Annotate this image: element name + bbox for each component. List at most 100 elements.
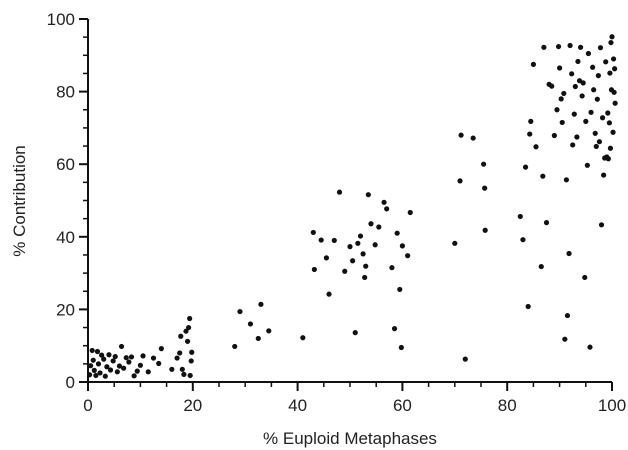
data-point bbox=[462, 356, 468, 362]
data-point bbox=[525, 303, 531, 310]
data-point bbox=[266, 328, 272, 334]
data-point bbox=[126, 359, 132, 365]
data-point bbox=[140, 353, 146, 359]
data-point bbox=[174, 355, 180, 361]
data-point bbox=[347, 244, 353, 250]
data-point bbox=[601, 172, 607, 178]
y-tick-label: 80 bbox=[56, 83, 75, 102]
data-point bbox=[596, 139, 603, 145]
data-point bbox=[574, 134, 580, 140]
data-point bbox=[588, 109, 594, 115]
data-point bbox=[365, 192, 371, 198]
data-point bbox=[363, 263, 369, 269]
data-point bbox=[88, 363, 94, 369]
data-point bbox=[331, 237, 337, 244]
data-point bbox=[158, 346, 164, 352]
data-point bbox=[482, 227, 488, 233]
x-tick-labels: 0 20 40 60 80 100 bbox=[83, 396, 626, 415]
y-tick-label: 20 bbox=[56, 300, 75, 319]
data-point bbox=[189, 349, 195, 355]
data-point bbox=[187, 372, 193, 379]
data-point bbox=[186, 324, 192, 331]
data-point bbox=[605, 156, 611, 162]
x-tick-label: 0 bbox=[83, 396, 92, 415]
data-point bbox=[362, 274, 368, 281]
data-point bbox=[591, 87, 597, 93]
data-point bbox=[538, 263, 544, 270]
data-point bbox=[580, 80, 586, 86]
data-point bbox=[551, 132, 557, 139]
data-point bbox=[381, 199, 387, 205]
data-point bbox=[603, 59, 609, 65]
data-point bbox=[571, 111, 577, 117]
data-point bbox=[184, 338, 191, 344]
x-tick-label: 20 bbox=[183, 396, 202, 415]
data-point bbox=[145, 369, 151, 375]
y-tick-labels: 0 20 40 60 80 100 bbox=[47, 10, 75, 392]
data-point bbox=[258, 301, 264, 307]
data-point bbox=[528, 118, 534, 124]
data-point bbox=[566, 250, 572, 257]
data-point bbox=[585, 50, 592, 57]
data-point bbox=[593, 143, 599, 150]
data-point bbox=[562, 336, 568, 342]
data-point bbox=[372, 242, 378, 248]
data-point bbox=[612, 100, 618, 106]
data-point bbox=[112, 353, 118, 360]
x-tick-label: 80 bbox=[498, 396, 517, 415]
data-point bbox=[541, 44, 547, 50]
data-point bbox=[352, 330, 358, 336]
data-point bbox=[561, 90, 567, 97]
data-point bbox=[609, 34, 615, 40]
data-point bbox=[482, 185, 488, 191]
data-point bbox=[97, 370, 103, 376]
data-point bbox=[567, 42, 573, 49]
data-point bbox=[91, 367, 97, 373]
data-point bbox=[137, 362, 143, 368]
data-point bbox=[90, 357, 96, 363]
data-point bbox=[150, 355, 157, 361]
data-point bbox=[597, 45, 604, 51]
data-point bbox=[583, 118, 589, 124]
x-tick-label: 60 bbox=[393, 396, 412, 415]
y-tick-label: 0 bbox=[66, 373, 75, 392]
data-point bbox=[183, 328, 189, 334]
data-point bbox=[458, 132, 464, 138]
data-point bbox=[517, 213, 523, 220]
data-point bbox=[457, 178, 463, 184]
data-point bbox=[397, 286, 403, 293]
data-point bbox=[368, 221, 374, 227]
data-point bbox=[575, 58, 581, 65]
data-point bbox=[121, 365, 127, 371]
data-point bbox=[350, 258, 356, 264]
data-point bbox=[572, 83, 578, 90]
data-point bbox=[559, 119, 565, 126]
data-point bbox=[577, 44, 584, 50]
data-point bbox=[336, 189, 343, 195]
data-point bbox=[610, 56, 617, 62]
data-point bbox=[110, 358, 116, 364]
data-point bbox=[134, 368, 140, 374]
x-tick-label: 100 bbox=[598, 396, 626, 415]
data-point bbox=[470, 135, 476, 141]
data-point bbox=[530, 61, 537, 67]
data-point bbox=[555, 43, 562, 50]
data-point bbox=[114, 369, 120, 375]
data-point bbox=[128, 354, 135, 360]
data-point bbox=[608, 39, 614, 46]
data-point bbox=[99, 352, 105, 358]
data-point bbox=[563, 177, 570, 183]
data-point bbox=[582, 274, 588, 281]
data-point bbox=[376, 224, 382, 230]
data-point bbox=[384, 206, 390, 212]
data-point bbox=[407, 209, 413, 216]
data-point bbox=[584, 162, 590, 168]
data-point bbox=[570, 142, 576, 148]
data-point bbox=[611, 89, 617, 95]
data-point bbox=[587, 344, 593, 350]
data-point bbox=[355, 240, 361, 246]
data-point bbox=[118, 343, 125, 350]
data-point bbox=[95, 361, 102, 367]
data-point bbox=[311, 266, 317, 273]
data-point bbox=[540, 173, 546, 179]
